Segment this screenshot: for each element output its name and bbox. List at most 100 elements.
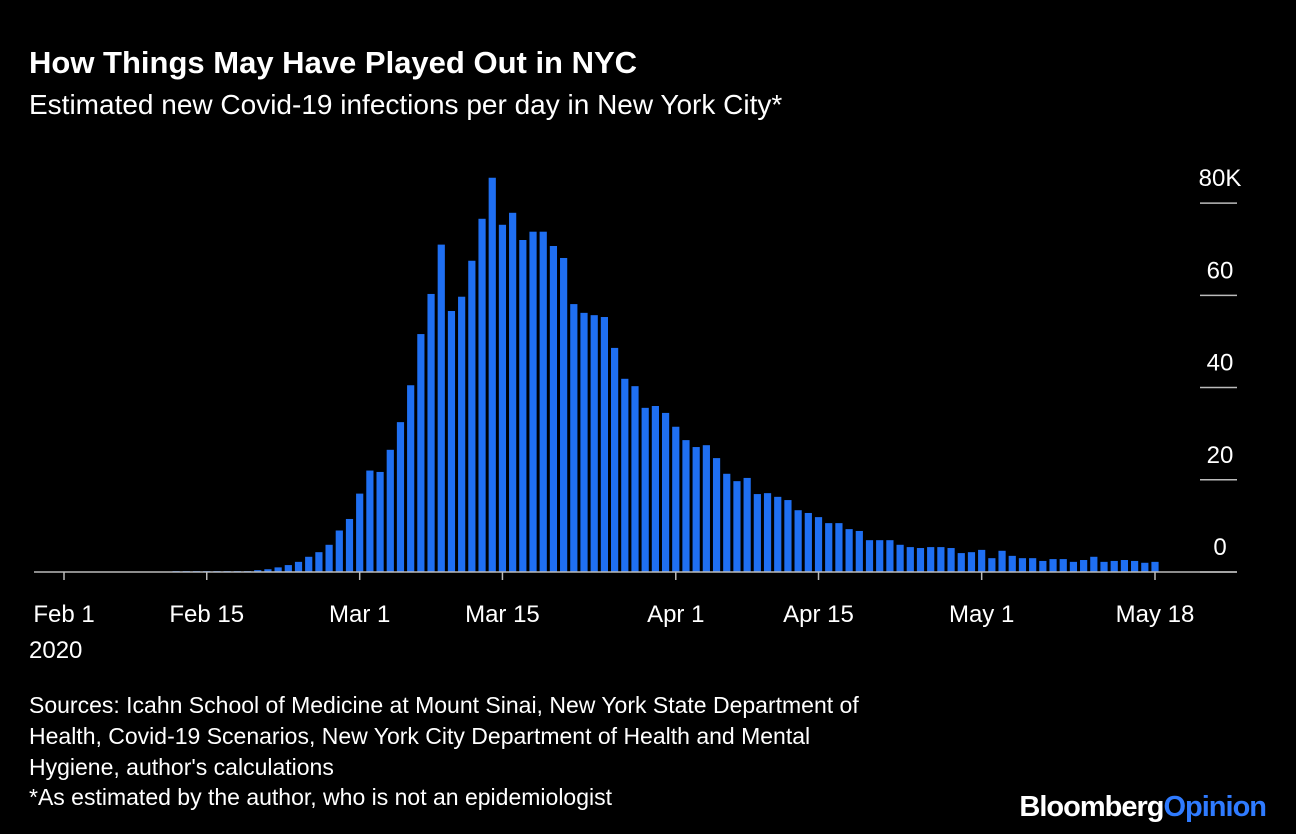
bar xyxy=(631,386,639,572)
bar xyxy=(1120,560,1129,572)
bar xyxy=(1049,559,1057,572)
bar xyxy=(753,494,761,572)
chart-subtitle: Estimated new Covid-19 infections per da… xyxy=(29,89,782,120)
bar xyxy=(1018,558,1027,572)
bar xyxy=(376,471,384,572)
bar xyxy=(896,544,904,572)
bar xyxy=(274,567,282,572)
bar xyxy=(610,347,619,572)
bar xyxy=(641,407,649,572)
bar xyxy=(1151,561,1159,572)
bar xyxy=(835,523,843,572)
x-year-label: 2020 xyxy=(29,637,82,664)
bar xyxy=(865,540,874,572)
bar xyxy=(366,470,374,572)
bar xyxy=(1100,561,1108,572)
bar xyxy=(560,257,568,572)
bar xyxy=(305,556,313,572)
bar xyxy=(906,547,914,572)
brand-bloomberg: Bloomberg xyxy=(1019,791,1163,823)
bar xyxy=(998,550,1006,572)
bar xyxy=(1110,560,1118,572)
bar xyxy=(1029,558,1037,572)
bar xyxy=(437,244,445,572)
bar xyxy=(1008,555,1016,572)
bar xyxy=(692,447,700,572)
note: Hygiene, author's calculations xyxy=(29,754,334,780)
bar xyxy=(1131,560,1139,572)
bar xyxy=(458,296,466,572)
bar xyxy=(396,422,405,572)
bar xyxy=(590,315,598,572)
bar xyxy=(580,312,588,572)
bar xyxy=(468,260,476,572)
y-tick-label: 20 xyxy=(1207,442,1234,469)
x-tick-label: Mar 1 xyxy=(329,601,390,628)
bar xyxy=(947,548,955,572)
bar xyxy=(519,240,527,572)
x-tick-label: Mar 15 xyxy=(465,601,540,628)
note: *As estimated by the author, who is not … xyxy=(29,784,613,810)
bar xyxy=(855,530,863,572)
note: Sources: Icahn School of Medicine at Mou… xyxy=(29,692,859,718)
bar xyxy=(794,510,802,572)
y-tick-label: 80K xyxy=(1199,165,1242,192)
bar xyxy=(407,385,415,572)
brand: BloombergOpinion xyxy=(1019,791,1266,823)
bar xyxy=(335,530,343,572)
bar xyxy=(447,311,456,572)
bar xyxy=(723,473,731,572)
bar xyxy=(937,547,945,572)
bar xyxy=(927,547,935,572)
x-tick-label: Feb 1 xyxy=(33,601,94,628)
bar xyxy=(672,426,680,572)
bar xyxy=(356,493,364,572)
chart-title: How Things May Have Played Out in NYC xyxy=(29,45,637,80)
bar xyxy=(988,558,996,572)
bar xyxy=(315,552,323,572)
bar xyxy=(427,293,435,572)
x-tick-label: Apr 1 xyxy=(647,601,704,628)
bar xyxy=(651,406,659,572)
bar xyxy=(1090,556,1098,572)
y-tick-label: 40 xyxy=(1207,350,1234,377)
bar xyxy=(386,449,394,572)
bar xyxy=(804,512,812,572)
bar xyxy=(498,224,507,573)
bar xyxy=(661,412,670,572)
bar xyxy=(967,552,976,572)
bar xyxy=(774,496,782,572)
bar xyxy=(682,440,690,572)
bar xyxy=(621,378,629,572)
bar xyxy=(712,458,721,572)
bar xyxy=(488,177,496,572)
bar xyxy=(1069,561,1078,572)
bar xyxy=(784,500,792,572)
bar xyxy=(916,548,925,572)
bar xyxy=(845,529,853,572)
bar xyxy=(294,561,303,572)
x-tick-label: May 1 xyxy=(949,601,1014,628)
bar xyxy=(549,245,558,572)
bar xyxy=(417,334,425,572)
brand-opinion: Opinion xyxy=(1163,791,1266,823)
bar xyxy=(1080,560,1088,572)
x-tick-label: May 18 xyxy=(1116,601,1195,628)
bar xyxy=(284,565,292,572)
bar xyxy=(1059,559,1067,572)
bar xyxy=(1039,560,1047,572)
bar xyxy=(570,304,578,572)
bar xyxy=(886,540,894,572)
bar xyxy=(763,493,772,572)
bar xyxy=(600,317,609,572)
bar xyxy=(254,570,262,572)
bar xyxy=(743,477,751,572)
bar xyxy=(733,481,741,572)
bar xyxy=(702,445,710,572)
y-tick-label: 0 xyxy=(1213,534,1226,561)
y-tick-label: 60 xyxy=(1207,257,1234,284)
bar xyxy=(264,569,272,572)
x-tick-label: Apr 15 xyxy=(783,601,854,628)
bar xyxy=(345,518,354,572)
bar xyxy=(814,517,823,572)
